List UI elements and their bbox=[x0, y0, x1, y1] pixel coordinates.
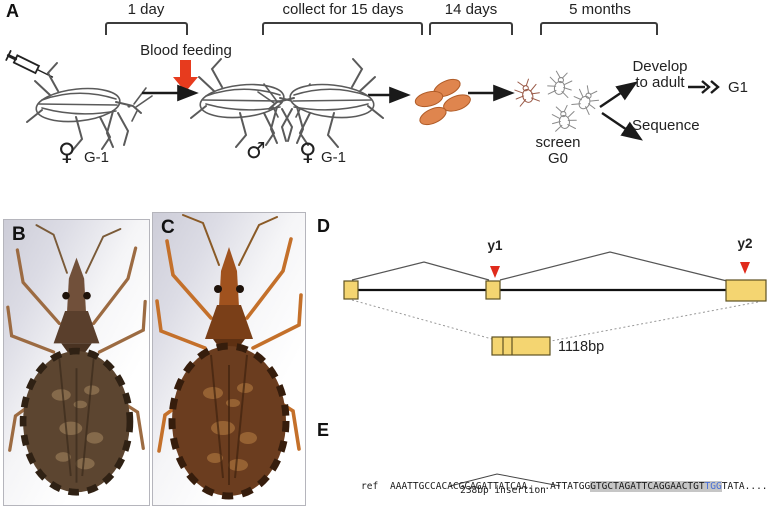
exon-1 bbox=[343, 280, 359, 300]
kissing-bug-photo-c bbox=[155, 214, 303, 500]
panel-a-label: A bbox=[6, 1, 19, 21]
y1-site-label: y1 bbox=[487, 238, 503, 253]
double-arrow bbox=[688, 80, 720, 94]
male-symbol: ♂ bbox=[246, 139, 266, 164]
ref-seq-prefix: AAATTGCCACACGCAGATTATCAA....ATTATGG bbox=[390, 481, 591, 492]
timeline-bracket-1 bbox=[105, 22, 188, 35]
male-bug-illustration bbox=[190, 58, 317, 148]
to-adult-text: to adult bbox=[635, 74, 685, 91]
timeline-bracket-2 bbox=[262, 22, 423, 35]
panel-b-photo: B bbox=[3, 219, 150, 506]
g1-outcome-label: G1 bbox=[728, 79, 749, 96]
grna-target-sequence: GTGCTAGATTCAGGAACTGT bbox=[590, 481, 705, 492]
develop-text: Develop bbox=[632, 58, 688, 75]
y2-target-marker bbox=[740, 262, 750, 274]
female-symbol-injected: ♀ bbox=[58, 138, 76, 166]
sequence-outcome-label: Sequence bbox=[632, 117, 700, 134]
eggs-icon bbox=[414, 78, 471, 126]
panel-c-label: C bbox=[161, 217, 175, 238]
timeline-label-5months: 5 months bbox=[569, 1, 631, 18]
ref-row-name: ref bbox=[361, 481, 379, 492]
female-bug-illustration bbox=[257, 58, 384, 148]
kissing-bug-photo-b bbox=[6, 224, 147, 496]
exon-3 bbox=[725, 279, 767, 302]
panel-d-label: D bbox=[317, 216, 330, 236]
pam-sequence: TGG bbox=[704, 481, 722, 492]
transcript-size-label: 1118bp bbox=[558, 339, 605, 355]
exon-2 bbox=[485, 280, 501, 300]
blood-feeding-label: Blood feeding bbox=[140, 42, 232, 59]
nymphs-icon bbox=[511, 69, 604, 133]
g0-text: G0 bbox=[547, 150, 568, 167]
insertion-annotation: 238bp insertion bbox=[460, 485, 546, 496]
ref-seq-suffix: TATA.... bbox=[721, 481, 768, 492]
gene-model-diagram bbox=[343, 251, 767, 356]
screen-text: screen bbox=[535, 134, 581, 151]
timeline-bracket-4 bbox=[540, 22, 658, 35]
ref-sequence: AAATTGCCACACGCAGATTATCAA....ATTATGGGTGCT… bbox=[390, 478, 768, 496]
ref-sequence-row: ref AAATTGCCACACGCAGATTATCAA....ATTATGGG… bbox=[361, 478, 768, 496]
blood-feeding-arrow bbox=[173, 60, 198, 92]
sequence-alignment: ref AAATTGCCACACGCAGATTATCAA....ATTATGGG… bbox=[361, 443, 768, 509]
timeline-label-collect: collect for 15 days bbox=[282, 1, 404, 18]
transcript-box bbox=[491, 336, 551, 356]
flow-arrows bbox=[142, 81, 643, 141]
generation-label-injected: G-1 bbox=[84, 149, 110, 166]
female-symbol-cross: ♀ bbox=[299, 138, 317, 166]
panel-e-label: E bbox=[317, 420, 330, 440]
timeline-label-14days: 14 days bbox=[444, 1, 498, 18]
generation-label-cross: G-1 bbox=[321, 149, 347, 166]
timeline-bracket-3 bbox=[429, 22, 513, 35]
screen-g0-label: screen G0 bbox=[535, 135, 580, 167]
panel-b-label: B bbox=[12, 224, 26, 245]
syringe-icon bbox=[5, 50, 54, 78]
y1-target-marker bbox=[490, 266, 500, 278]
develop-to-adult-label: Develop to adult bbox=[632, 59, 687, 91]
injected-bug-illustration bbox=[26, 62, 153, 152]
panel-c-photo: C bbox=[152, 212, 306, 506]
y2-site-label: y2 bbox=[737, 236, 753, 251]
timeline-label-1day: 1 day bbox=[127, 1, 165, 18]
